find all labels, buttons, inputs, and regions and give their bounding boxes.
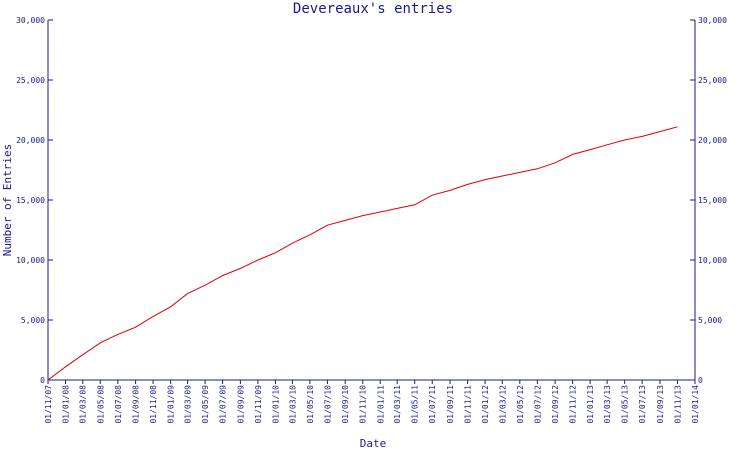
x-axis-label: Date	[360, 437, 387, 450]
x-tick-label: 01/07/08	[114, 385, 123, 424]
x-tick-label: 01/05/12	[516, 385, 525, 424]
y-tick-label-right: 25,000	[698, 76, 727, 85]
x-tick-label: 01/11/10	[359, 385, 368, 424]
x-tick-label: 01/03/12	[498, 385, 507, 424]
chart-title: Devereaux's entries	[293, 1, 453, 17]
x-tick-label: 01/07/09	[219, 385, 228, 424]
x-tick-label: 01/01/09	[167, 385, 176, 424]
x-tick-label: 01/11/12	[569, 385, 578, 424]
axes	[47, 20, 696, 381]
y-tick-label-right: 15,000	[698, 196, 727, 205]
x-tick-label: 01/09/10	[341, 385, 350, 424]
x-tick-label: 01/01/11	[376, 385, 385, 424]
x-tick-label: 01/01/13	[586, 385, 595, 424]
y-tick-label-right: 20,000	[698, 136, 727, 145]
x-tick-label: 01/05/09	[201, 385, 210, 424]
x-tick-label: 01/05/13	[621, 385, 630, 424]
x-tick-label: 01/11/13	[673, 385, 682, 424]
series-line	[47, 126, 678, 381]
y-tick-label-left: 10,000	[16, 256, 45, 265]
x-tick-label: 01/05/11	[411, 385, 420, 424]
x-tick-label: 01/01/10	[271, 385, 280, 424]
x-tick-label: 01/05/08	[96, 385, 105, 424]
y-tick-label-right: 30,000	[698, 16, 727, 25]
x-tick-label: 01/09/11	[446, 385, 455, 424]
y-tick-label-right: 10,000	[698, 256, 727, 265]
x-tick-label: 01/09/08	[132, 385, 141, 424]
y-tick-label-left: 25,000	[16, 76, 45, 85]
x-tick-label: 01/07/11	[428, 385, 437, 424]
x-tick-label: 01/01/12	[481, 385, 490, 424]
y-tick-label-left: 20,000	[16, 136, 45, 145]
x-tick-label: 01/03/10	[288, 385, 297, 424]
x-tick-label: 01/03/09	[184, 385, 193, 424]
x-tick-label: 01/07/12	[533, 385, 542, 424]
x-tick-label: 01/03/08	[79, 385, 88, 424]
y-tick-label-left: 0	[40, 376, 45, 385]
x-tick-label: 01/11/11	[464, 385, 473, 424]
y-tick-label-right: 0	[698, 376, 703, 385]
x-tick-label: 01/03/11	[393, 385, 402, 424]
y-axis-label: Number of Entries	[1, 144, 14, 257]
x-tick-label: 01/09/09	[236, 385, 245, 424]
x-tick-label: 01/03/13	[603, 385, 612, 424]
x-tick-label: 01/11/08	[149, 385, 158, 424]
x-tick-label: 01/07/13	[638, 385, 647, 424]
y-tick-label-left: 30,000	[16, 16, 45, 25]
y-tick-label-right: 5,000	[698, 316, 722, 325]
y-ticks: 0 0 5,000 5,000 10,000 10,000 15,000 15,000 20,0…	[16, 16, 727, 385]
plot-area	[47, 126, 678, 381]
x-tick-label: 01/07/10	[323, 385, 332, 424]
x-tick-label: 01/11/09	[254, 385, 263, 424]
y-tick-label-left: 5,000	[21, 316, 45, 325]
x-tick-label: 01/01/14	[691, 385, 700, 424]
x-tick-label: 01/05/10	[306, 385, 315, 424]
x-ticks: 01/11/07 01/01/08 01/03/08 01/05/08 01/07/08…	[44, 380, 700, 424]
x-tick-label: 01/11/07	[44, 385, 53, 424]
x-tick-label: 01/09/13	[656, 385, 665, 424]
x-tick-label: 01/09/12	[551, 385, 560, 424]
y-tick-label-left: 15,000	[16, 196, 45, 205]
x-tick-label: 01/01/08	[62, 385, 71, 424]
